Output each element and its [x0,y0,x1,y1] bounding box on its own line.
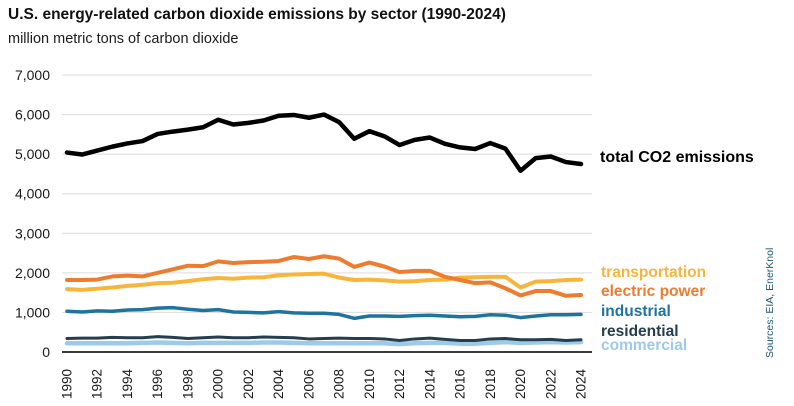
svg-text:1998: 1998 [180,369,195,399]
svg-text:2016: 2016 [453,369,468,399]
series-label-industrial: industrial [601,303,671,320]
svg-text:2014: 2014 [422,368,437,399]
svg-text:1990: 1990 [60,369,75,399]
series-label-transportation: transportation [601,264,707,281]
svg-text:2008: 2008 [332,369,347,399]
svg-text:5,000: 5,000 [15,146,50,162]
svg-text:2012: 2012 [392,369,407,399]
svg-text:4,000: 4,000 [15,186,50,202]
svg-text:3,000: 3,000 [15,225,50,241]
svg-text:1994: 1994 [120,368,135,399]
svg-text:2002: 2002 [241,369,256,399]
series-label-commercial: commercial [601,337,688,354]
svg-text:1,000: 1,000 [15,304,50,320]
svg-text:7,000: 7,000 [15,67,50,83]
chart-title: U.S. energy-related carbon dioxide emiss… [8,6,506,23]
source-attribution: Sources: EIA, EnerKnol [764,247,776,358]
svg-text:2018: 2018 [483,369,498,399]
svg-text:2,000: 2,000 [15,265,50,281]
svg-text:2024: 2024 [574,368,589,399]
svg-text:6,000: 6,000 [15,107,50,123]
series-label-electric-power: electric power [601,283,706,300]
svg-text:2006: 2006 [301,369,316,399]
svg-text:2022: 2022 [543,369,558,399]
svg-text:1996: 1996 [150,369,165,399]
svg-text:2020: 2020 [513,369,528,399]
svg-text:2010: 2010 [362,369,377,399]
series-label-total: total CO2 emissions [600,149,754,166]
svg-text:2004: 2004 [271,368,286,399]
svg-text:0: 0 [42,344,50,360]
svg-text:1992: 1992 [90,369,105,399]
chart-subtitle: million metric tons of carbon dioxide [8,31,239,47]
svg-text:2000: 2000 [211,369,226,399]
series-label-residential: residential [601,323,679,340]
